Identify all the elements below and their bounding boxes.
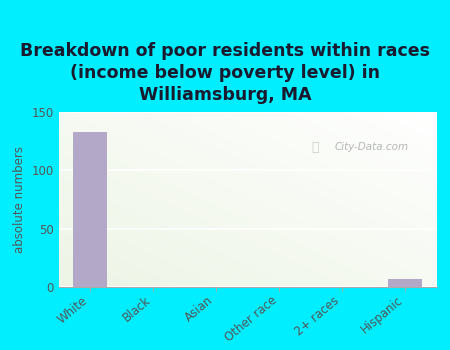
Text: Breakdown of poor residents within races
(income below poverty level) in
William: Breakdown of poor residents within races… (20, 42, 430, 104)
Text: 🌐: 🌐 (312, 140, 320, 154)
Bar (73, 132, 108, 287)
Y-axis label: absolute numbers: absolute numbers (13, 146, 26, 253)
Text: City-Data.com: City-Data.com (334, 142, 409, 152)
Bar (387, 279, 422, 287)
